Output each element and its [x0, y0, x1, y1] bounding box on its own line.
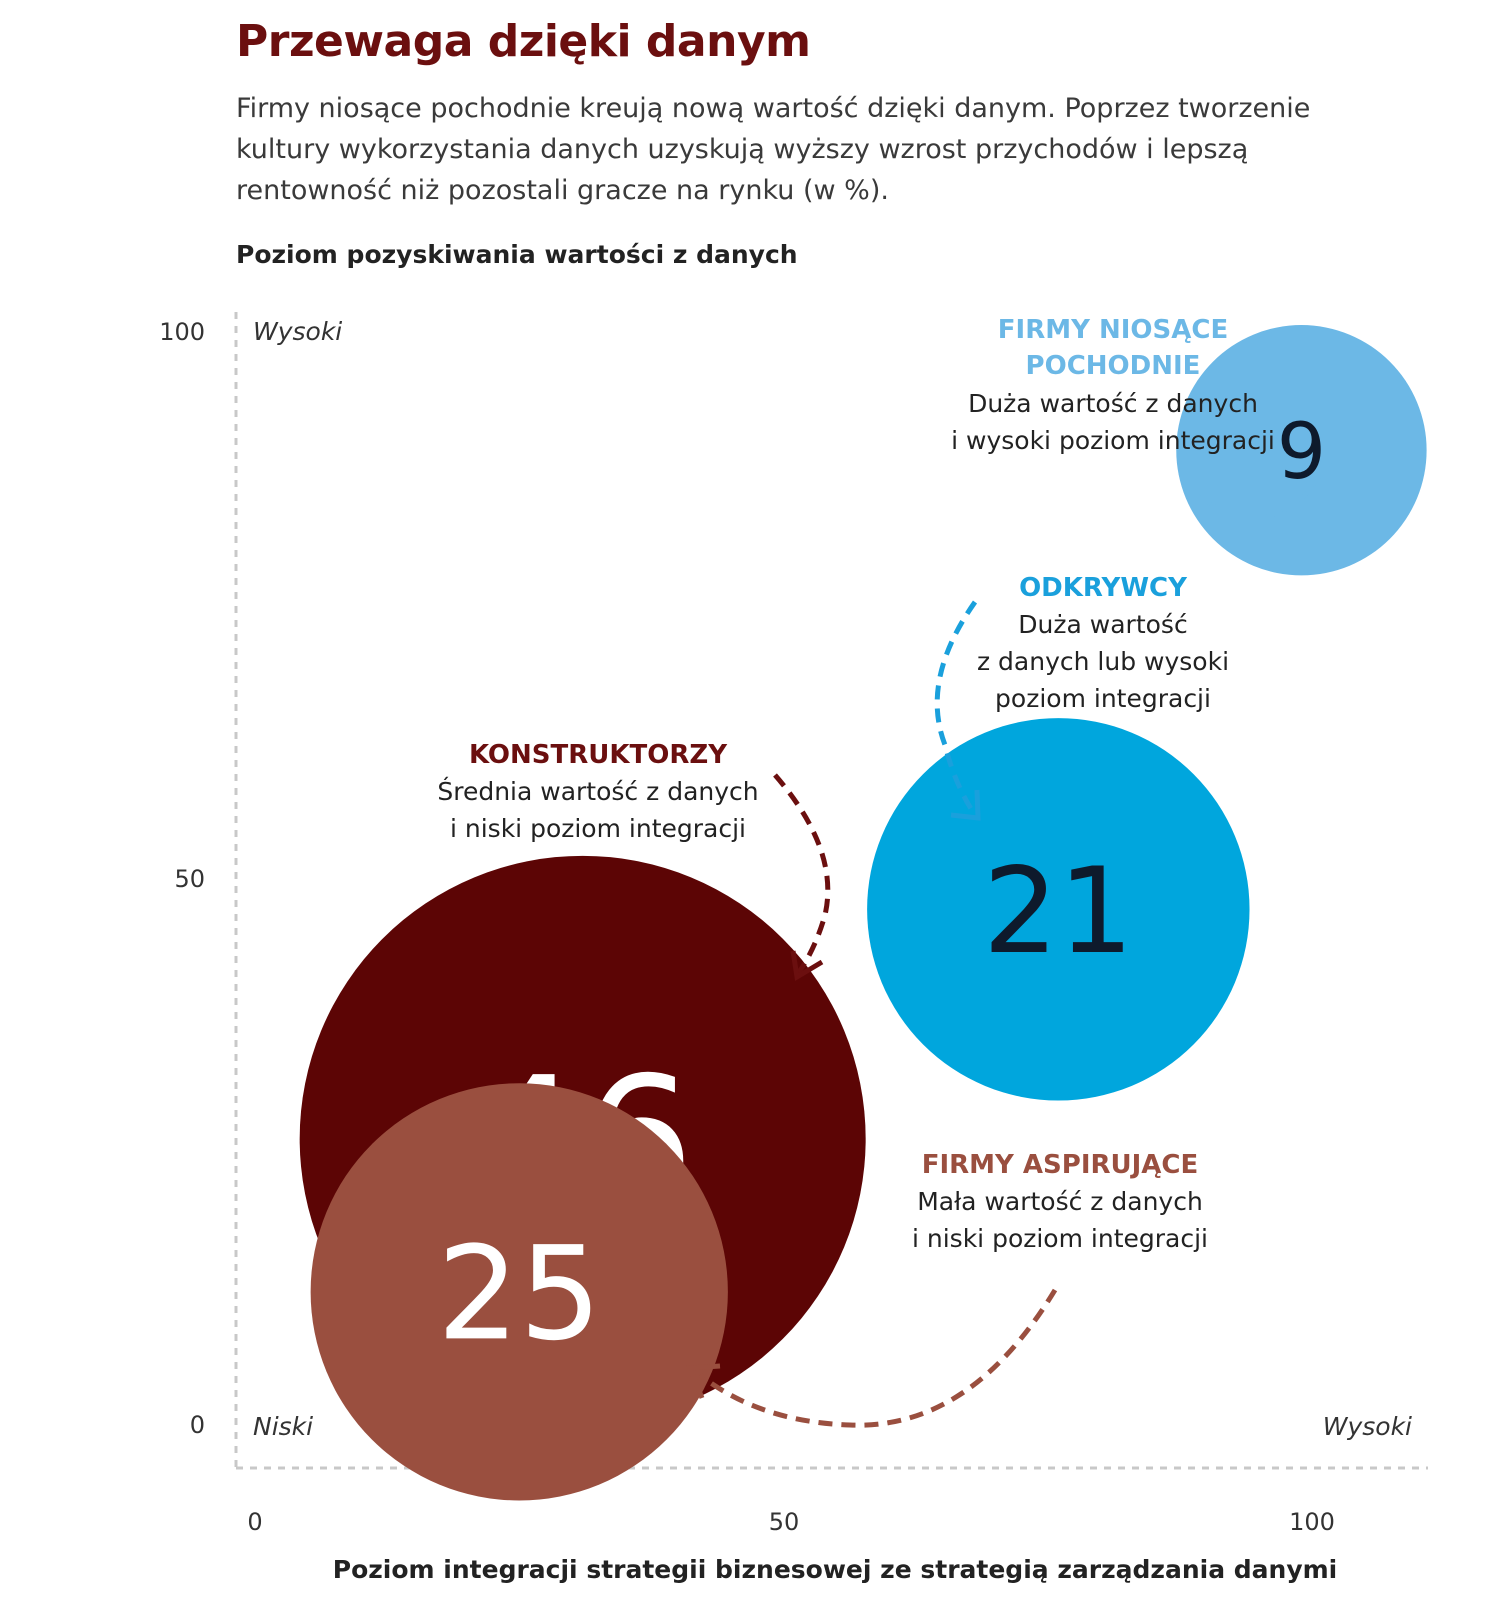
group-description-line: Duża wartość z danych	[968, 389, 1258, 418]
arrow-odkrywcy	[934, 600, 978, 817]
group-description-line: Średnia wartość z danych	[437, 776, 758, 806]
bubble-value-firmy-niosace-pochodnie: 9	[1277, 407, 1326, 497]
bubble-firmy-niosace-pochodnie	[1176, 325, 1427, 576]
y-tick-label: 50	[174, 865, 205, 893]
x-tick-label: 100	[1289, 1508, 1335, 1536]
arrow-firmy-aspirujace	[698, 1288, 1058, 1428]
group-name: ODKRYWCY	[1019, 573, 1188, 603]
arrow-firmy-niosace-pochodnie	[1188, 446, 1342, 520]
chart-title: Przewaga dzięki danym	[236, 16, 811, 67]
group-description-line: i niski poziom integracji	[912, 1224, 1208, 1253]
group-description-line: z danych lub wysoki	[977, 647, 1229, 676]
group-description-line: i wysoki poziom integracji	[951, 426, 1275, 455]
group-name: FIRMY ASPIRUJĄCE	[922, 1150, 1199, 1180]
label-firmy-aspirujace: FIRMY ASPIRUJĄCE Mała wartość z danych i…	[912, 1150, 1208, 1253]
x-axis-label: Poziom integracji strategii biznesowej z…	[332, 1555, 1338, 1584]
y-tick-label: 0	[190, 1411, 205, 1439]
bubble-firmy-aspirujace	[310, 1083, 728, 1501]
bubble-odkrywcy	[867, 718, 1250, 1101]
arrowhead-firmy-niosace-pochodnie	[1322, 441, 1346, 471]
bubble-layer: 46 25 21 9	[299, 325, 1427, 1501]
y-axis-label: Poziom pozyskiwania wartości z danych	[236, 240, 798, 269]
x-tick-label: 50	[769, 1508, 800, 1536]
label-odkrywcy: ODKRYWCY Duża wartość z danych lub wysok…	[977, 573, 1229, 713]
group-description-line: poziom integracji	[995, 684, 1211, 713]
y-axis-high-label: Wysoki	[253, 317, 342, 346]
bubble-value-firmy-aspirujace: 25	[437, 1218, 602, 1369]
group-description-line: Duża wartość	[1018, 610, 1187, 639]
arrowhead-firmy-aspirujace	[686, 1363, 721, 1399]
group-name: KONSTRUKTORZY	[469, 740, 728, 770]
arrowhead-odkrywcy	[950, 789, 981, 821]
group-name-line: FIRMY NIOSĄCE	[998, 315, 1228, 345]
arrow-konstruktorzy	[773, 773, 831, 977]
group-description-line: Mała wartość z danych	[917, 1187, 1203, 1216]
arrowhead-konstruktorzy	[790, 950, 824, 982]
chart-subtitle: Firmy niosące pochodnie kreują nową wart…	[236, 93, 1311, 206]
group-description-line: i niski poziom integracji	[450, 814, 746, 843]
group-name-line: POCHODNIE	[1026, 351, 1201, 381]
x-axis-high-label: Wysoki	[1323, 1412, 1412, 1441]
label-firmy-niosace-pochodnie: FIRMY NIOSĄCE POCHODNIE Duża wartość z d…	[951, 315, 1275, 455]
label-konstruktorzy: KONSTRUKTORZY Średnia wartość z danych i…	[437, 740, 758, 843]
axis-low-label: Niski	[253, 1412, 313, 1441]
x-tick-label: 0	[247, 1508, 262, 1536]
y-tick-label: 100	[159, 318, 205, 346]
bubble-value-odkrywcy: 21	[983, 842, 1134, 980]
